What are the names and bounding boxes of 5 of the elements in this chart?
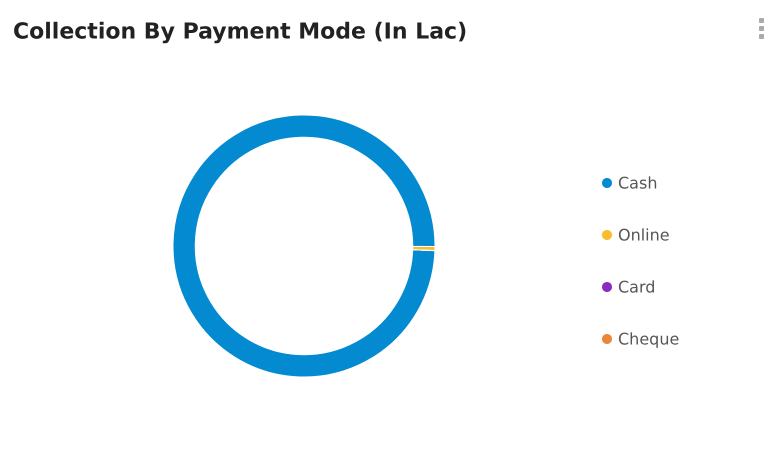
chart-title: Collection By Payment Mode (In Lac) bbox=[13, 20, 468, 44]
legend-label: Online bbox=[618, 226, 670, 244]
legend-label: Card bbox=[618, 278, 656, 296]
legend-label: Cheque bbox=[618, 330, 680, 348]
legend-label: Cash bbox=[618, 174, 658, 192]
